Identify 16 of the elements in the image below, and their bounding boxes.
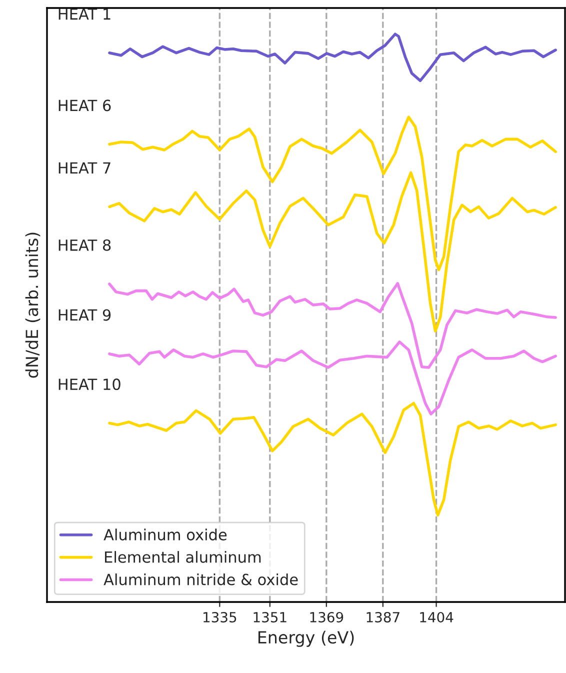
annotation: HEAT 6 (58, 100, 111, 112)
annotation: HEAT 9 (58, 309, 111, 321)
x-tick-label: 1387 (366, 612, 400, 622)
x-tick-label: 1351 (254, 612, 286, 622)
annotation: HEAT 10 (58, 378, 120, 390)
x-tick-label: 1335 (204, 612, 236, 622)
x-axis-title: Energy (eV) (258, 630, 354, 647)
annotation: HEAT 8 (58, 239, 111, 251)
annotation: HEAT 7 (58, 162, 110, 174)
x-tick-label: 1369 (310, 612, 344, 622)
text: HEAT 1 (58, 8, 110, 20)
legend-label: Aluminum nitride & oxide (104, 573, 298, 586)
legend-label: Elemental aluminum (105, 551, 261, 563)
x-tick-label: 1404 (420, 612, 454, 622)
legend-label: Aluminum oxide (104, 528, 227, 540)
y-axis-title: dN/dE (arb. units) (25, 232, 40, 378)
